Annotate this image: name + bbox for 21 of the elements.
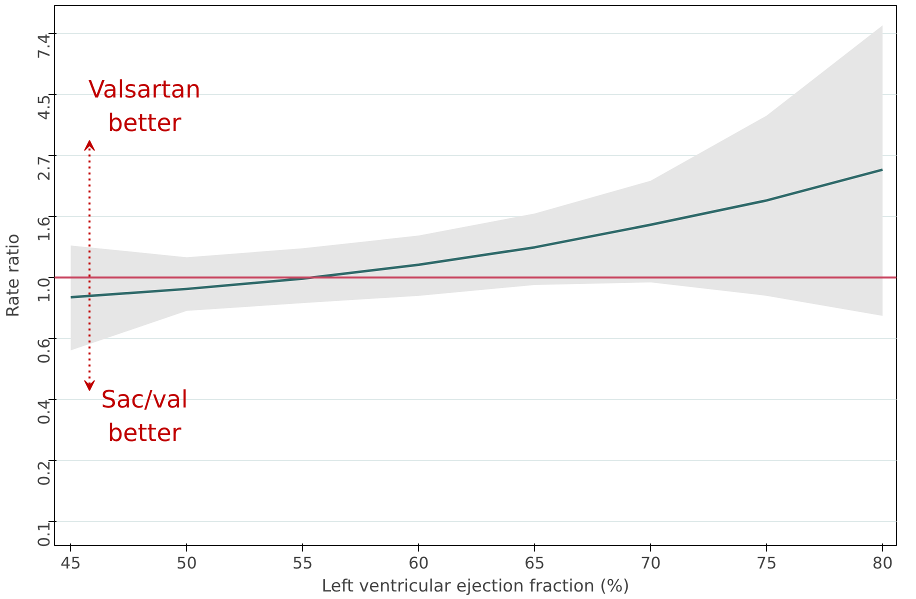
annotation: Sac/val better — [101, 386, 188, 448]
y-tick-label: 7.4 — [34, 34, 54, 59]
annotation: Valsartan better — [88, 76, 201, 138]
x-tick-label: 50 — [176, 554, 197, 572]
y-tick-label: 0.1 — [34, 522, 54, 548]
y-tick-label: 4.5 — [34, 94, 54, 120]
x-tick-label: 75 — [756, 554, 777, 572]
x-tick-label: 65 — [524, 554, 545, 572]
y-tick-label: 0.4 — [34, 399, 54, 425]
x-tick-label: 55 — [292, 554, 313, 572]
x-axis-title: Left ventricular ejection fraction (%) — [322, 576, 630, 596]
x-tick-label: 80 — [872, 554, 893, 572]
y-tick-label: 1.6 — [34, 216, 54, 242]
x-tick-label: 45 — [60, 554, 81, 572]
x-tick-label: 60 — [408, 554, 429, 572]
y-tick-label: 0.6 — [34, 338, 54, 364]
x-tick-label: 70 — [640, 554, 661, 572]
y-tick-label: 2.7 — [34, 156, 54, 181]
y-tick-label: 1.0 — [34, 277, 54, 303]
y-tick-label: 0.2 — [34, 460, 54, 486]
y-axis-title: Rate ratio — [4, 234, 24, 318]
